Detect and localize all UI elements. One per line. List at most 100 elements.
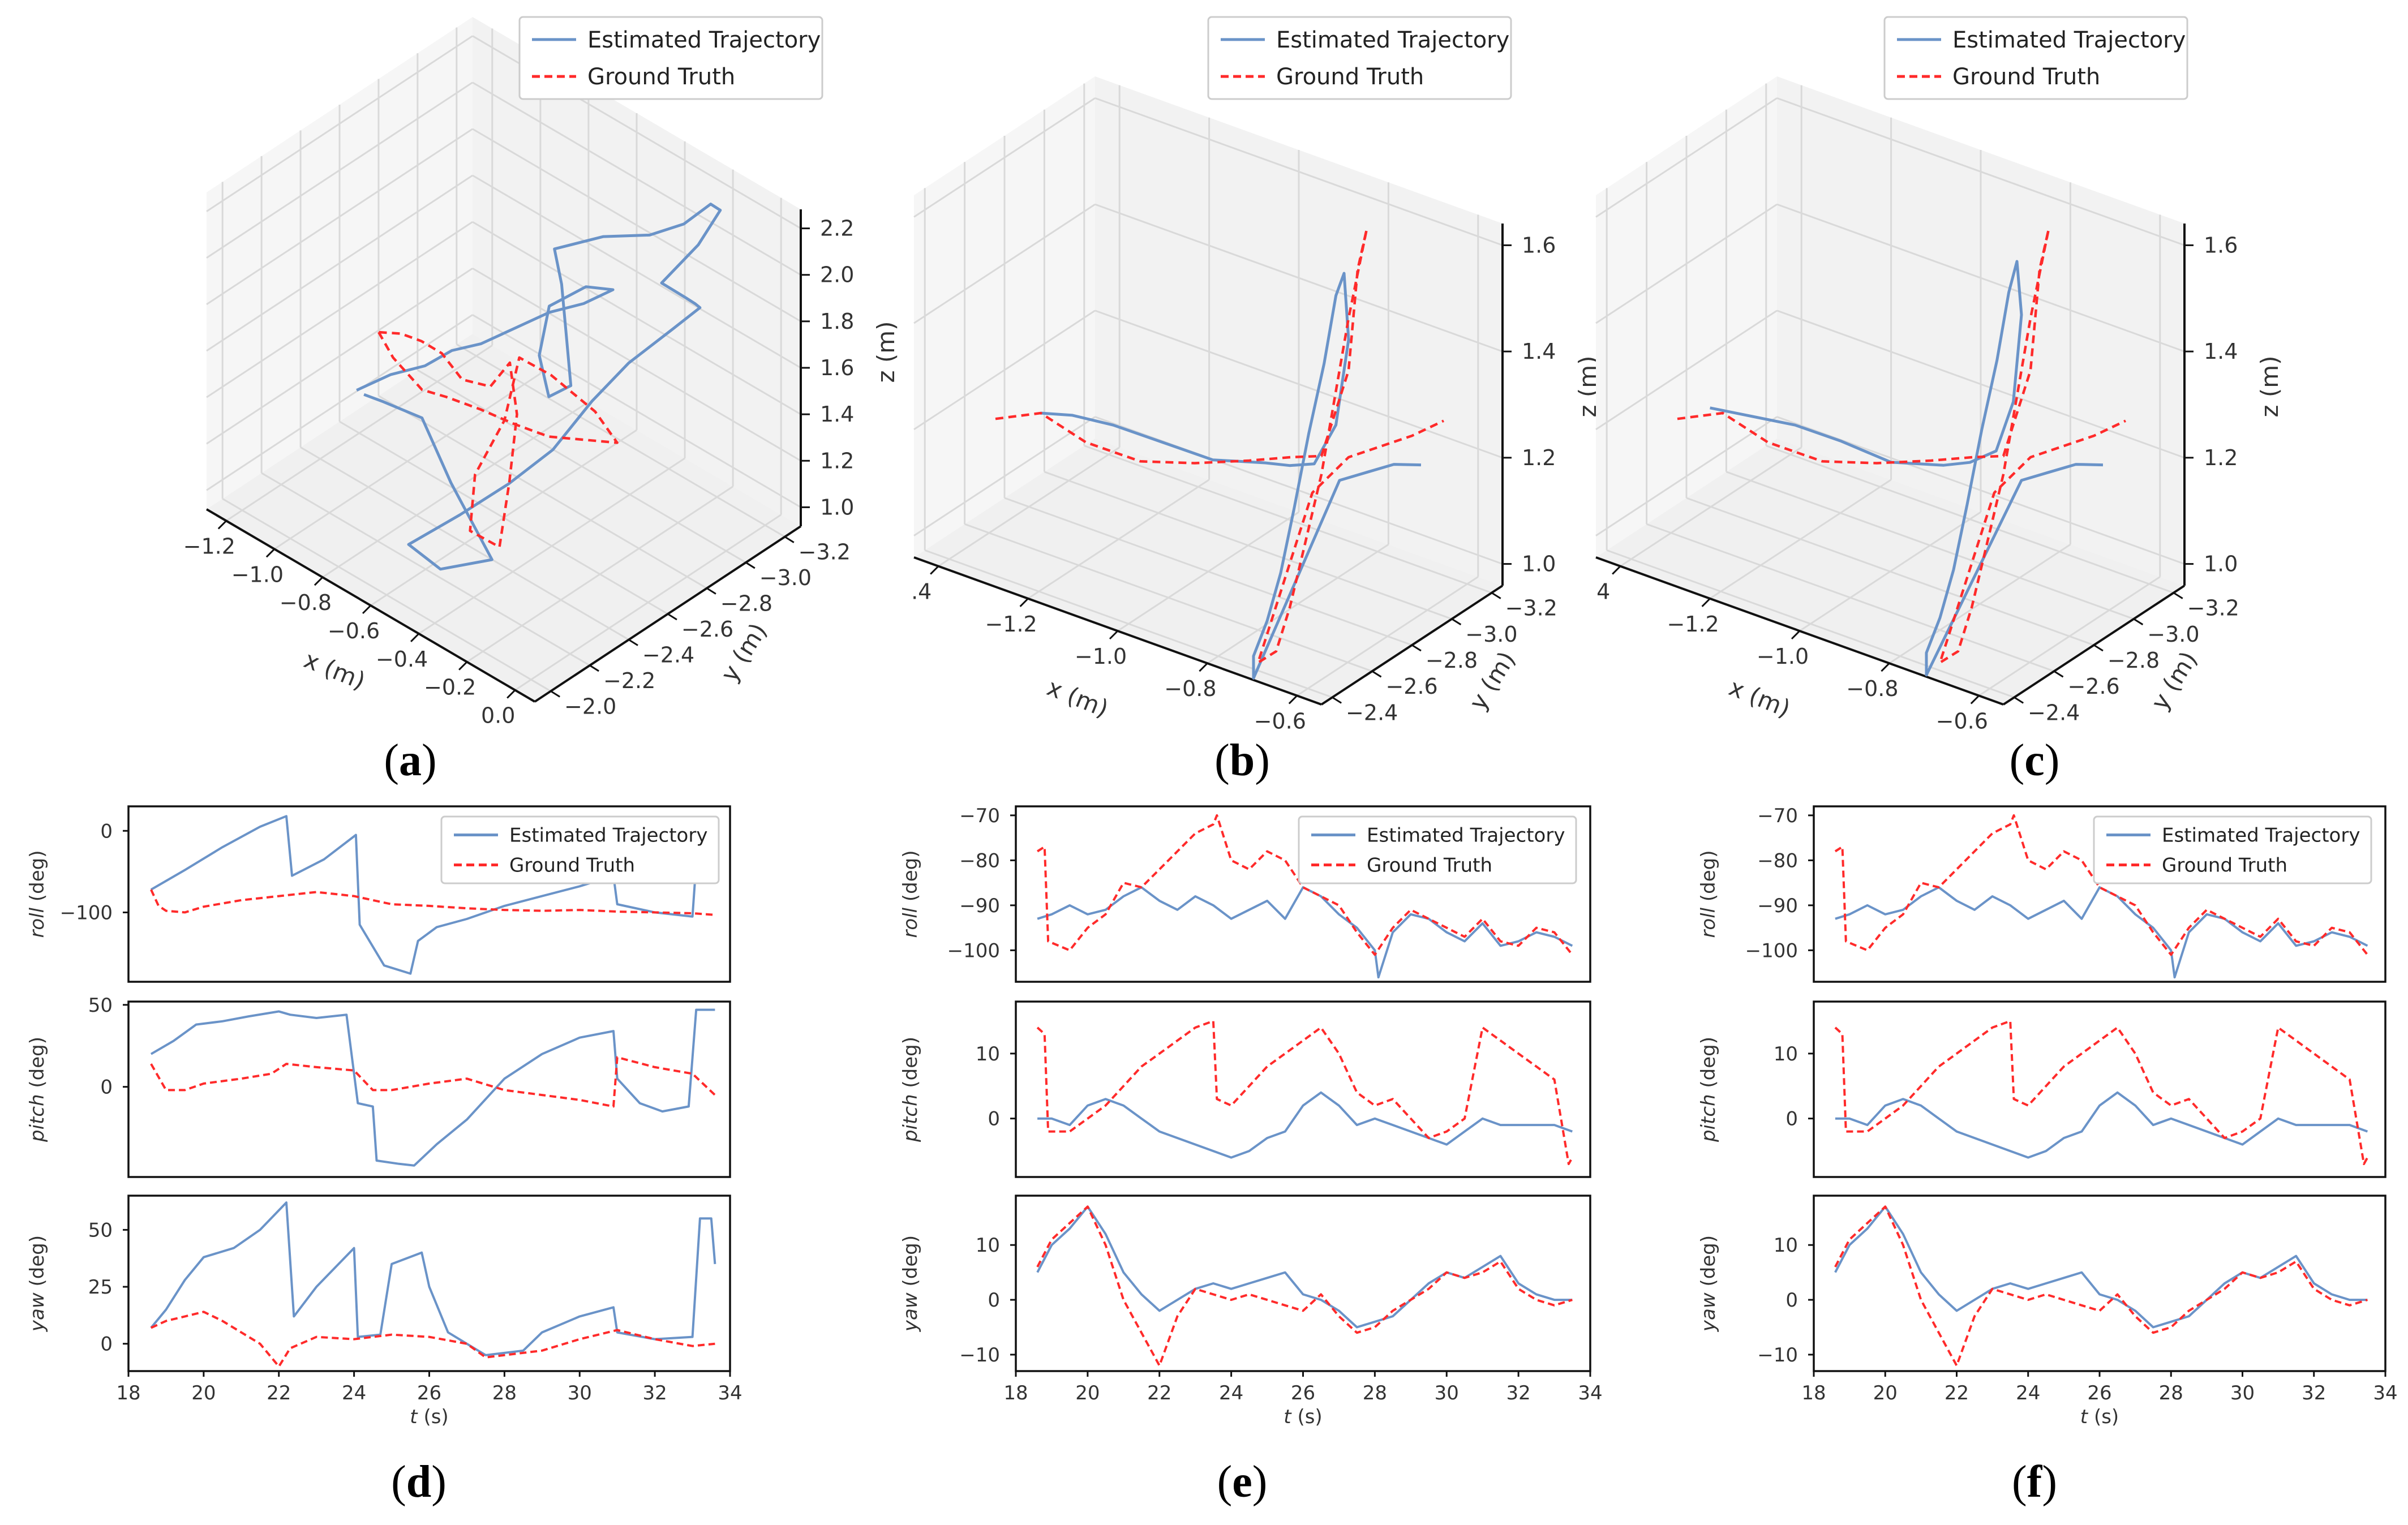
caption-a-part: a: [399, 736, 422, 785]
x-tick-label: 22: [267, 1382, 291, 1404]
y-tick-label: −100: [60, 901, 113, 924]
z-axis-label: z (m): [2256, 355, 2283, 417]
y-axis-label-var: roll: [899, 901, 922, 938]
x-tick-mark: [314, 577, 323, 586]
x-tick-mark: [1881, 663, 1890, 672]
estimated-series: [1835, 1091, 2368, 1159]
x-tick-label: 0.0: [481, 703, 515, 728]
caption-b-part: b: [1230, 736, 1255, 785]
grid-y-floor: [1646, 523, 2055, 672]
legend-f: Estimated Trajectory Ground Truth: [2093, 815, 2372, 884]
panel-d-0: 0 −100 roll (deg) Estimated Trajectory Groun…: [26, 805, 731, 983]
y-axis-label: pitch (deg): [899, 1037, 922, 1142]
x-tick-label: 28: [2159, 1382, 2183, 1404]
y-tick-mark: [1451, 618, 1462, 626]
y-axis-label-unit: (deg): [1697, 1235, 1720, 1287]
y-tick-label: −2.8: [1426, 648, 1478, 673]
y-tick-mark: [1371, 670, 1382, 678]
x-axis-label-unit: (s): [423, 1406, 448, 1428]
grid-z-left: [1595, 310, 1778, 431]
y-tick-mark: [628, 639, 638, 646]
x-tick-label: −1.0: [231, 562, 284, 587]
y-tick-label: −10: [1757, 1344, 1798, 1367]
x-tick-label: 4: [1596, 579, 1610, 604]
estimated-series: [1037, 1091, 1573, 1159]
y-tick-label: −100: [947, 939, 1000, 962]
legend-box: [518, 16, 823, 100]
caption-d: (d): [391, 1457, 447, 1507]
x-tick-label: 32: [1506, 1382, 1530, 1404]
panel-f-2: 10 0 −10 yaw (deg) 18 20 22 24 26 28 30 32 34 t (s): [1697, 1195, 2398, 1428]
legend-a: Estimated Trajectory Ground Truth: [518, 16, 823, 100]
grid-z-left: [913, 310, 1096, 431]
grid-y-floor: [1725, 471, 2134, 620]
y-tick-label: −70: [959, 805, 1000, 827]
panel-f-1: 10 0 pitch (deg): [1697, 1000, 2386, 1178]
legend-label-estimated: Estimated Trajectory: [1276, 27, 1509, 53]
x-tick-mark: [458, 661, 468, 671]
x-tick-label: −0.6: [1254, 708, 1306, 733]
x-tick-label: 18: [1801, 1382, 1826, 1404]
x-axis-label: t (s): [2080, 1406, 2119, 1428]
panel-frame: [1015, 1195, 1591, 1372]
x-tick-label: −1.2: [985, 612, 1037, 637]
x-tick-label: −1.0: [1075, 644, 1127, 669]
z-tick-label: 1.8: [820, 309, 854, 334]
y-tick-label: −80: [959, 849, 1000, 872]
legend-c: Estimated Trajectory Ground Truth: [1883, 16, 2188, 100]
x-tick-mark: [1019, 598, 1029, 607]
x-tick-label: 20: [1075, 1382, 1100, 1404]
z-tick-label: 1.6: [2204, 233, 2238, 257]
x-tick-label: 32: [2302, 1382, 2326, 1404]
grid-z-back: [1776, 310, 2185, 459]
ground-truth-series: [1834, 1020, 2369, 1165]
x-axis-label-unit: (s): [1297, 1406, 1322, 1428]
y-tick-label: 0: [988, 1289, 1000, 1312]
grid-z-back: [1094, 310, 1503, 459]
grid-z-back: [1094, 203, 1503, 353]
y-axis-label-var: yaw: [26, 1287, 49, 1333]
y-tick-mark: [1332, 697, 1342, 704]
grid-y-floor: [1606, 549, 2015, 698]
y-axis-label: pitch (deg): [26, 1037, 49, 1142]
grid-z-left: [206, 268, 473, 445]
y-tick-label: −90: [959, 895, 1000, 917]
plot3d-b: .4 −1.2 −1.0 −0.8 −0.6 −3.2−3.0−2.8−2.6−2.4 1.…: [911, 76, 1602, 733]
caption-f: (f): [2012, 1457, 2057, 1507]
estimated-series: [150, 815, 712, 975]
caption-c-part: c: [2024, 736, 2045, 785]
y-tick-label: −3.0: [2147, 622, 2199, 647]
legend-box: [1298, 815, 1577, 884]
caption-b-part: ): [1255, 736, 1270, 785]
plot3d-a: −1.2−1.0−0.8−0.6−0.4−0.20.0−3.2−3.0−2.8−…: [183, 17, 900, 728]
x-tick-label: 30: [1435, 1382, 1459, 1404]
z-tick-label: 2.2: [820, 216, 854, 241]
z-tick-label: 1.4: [1522, 339, 1556, 364]
x-tick-mark: [1288, 695, 1298, 704]
z-tick-label: 1.2: [2204, 445, 2238, 470]
x-tick-mark: [217, 520, 227, 530]
y-axis-label-unit: (deg): [899, 1235, 922, 1287]
grid-z-left: [206, 35, 473, 212]
z-tick-label: 2.0: [820, 263, 854, 287]
x-tick-label: 30: [568, 1382, 592, 1404]
estimated-series: [1835, 886, 2368, 979]
legend-label-estimated: Estimated Trajectory: [2162, 824, 2360, 847]
y-tick-label: −2.6: [2067, 674, 2119, 699]
x-tick-label: −0.2: [424, 675, 476, 700]
x-tick-label: 28: [492, 1382, 517, 1404]
caption-f-part: (: [2012, 1457, 2027, 1507]
grid-z-back: [472, 81, 801, 276]
panel-frame: [1813, 1000, 2386, 1178]
y-tick-mark: [550, 690, 560, 698]
y-tick-label: −100: [1745, 939, 1798, 962]
y-tick-label: −3.2: [1505, 596, 1557, 621]
x-tick-label: 26: [417, 1382, 441, 1404]
caption-c-part: ): [2045, 736, 2060, 785]
y-axis-label: yaw (deg): [26, 1235, 49, 1332]
x-tick-label: −1.2: [183, 534, 235, 559]
grid-y-floor: [1044, 471, 1452, 620]
y-axis-label-unit: (deg): [26, 850, 49, 901]
x-tick-label: 22: [1945, 1382, 1969, 1404]
